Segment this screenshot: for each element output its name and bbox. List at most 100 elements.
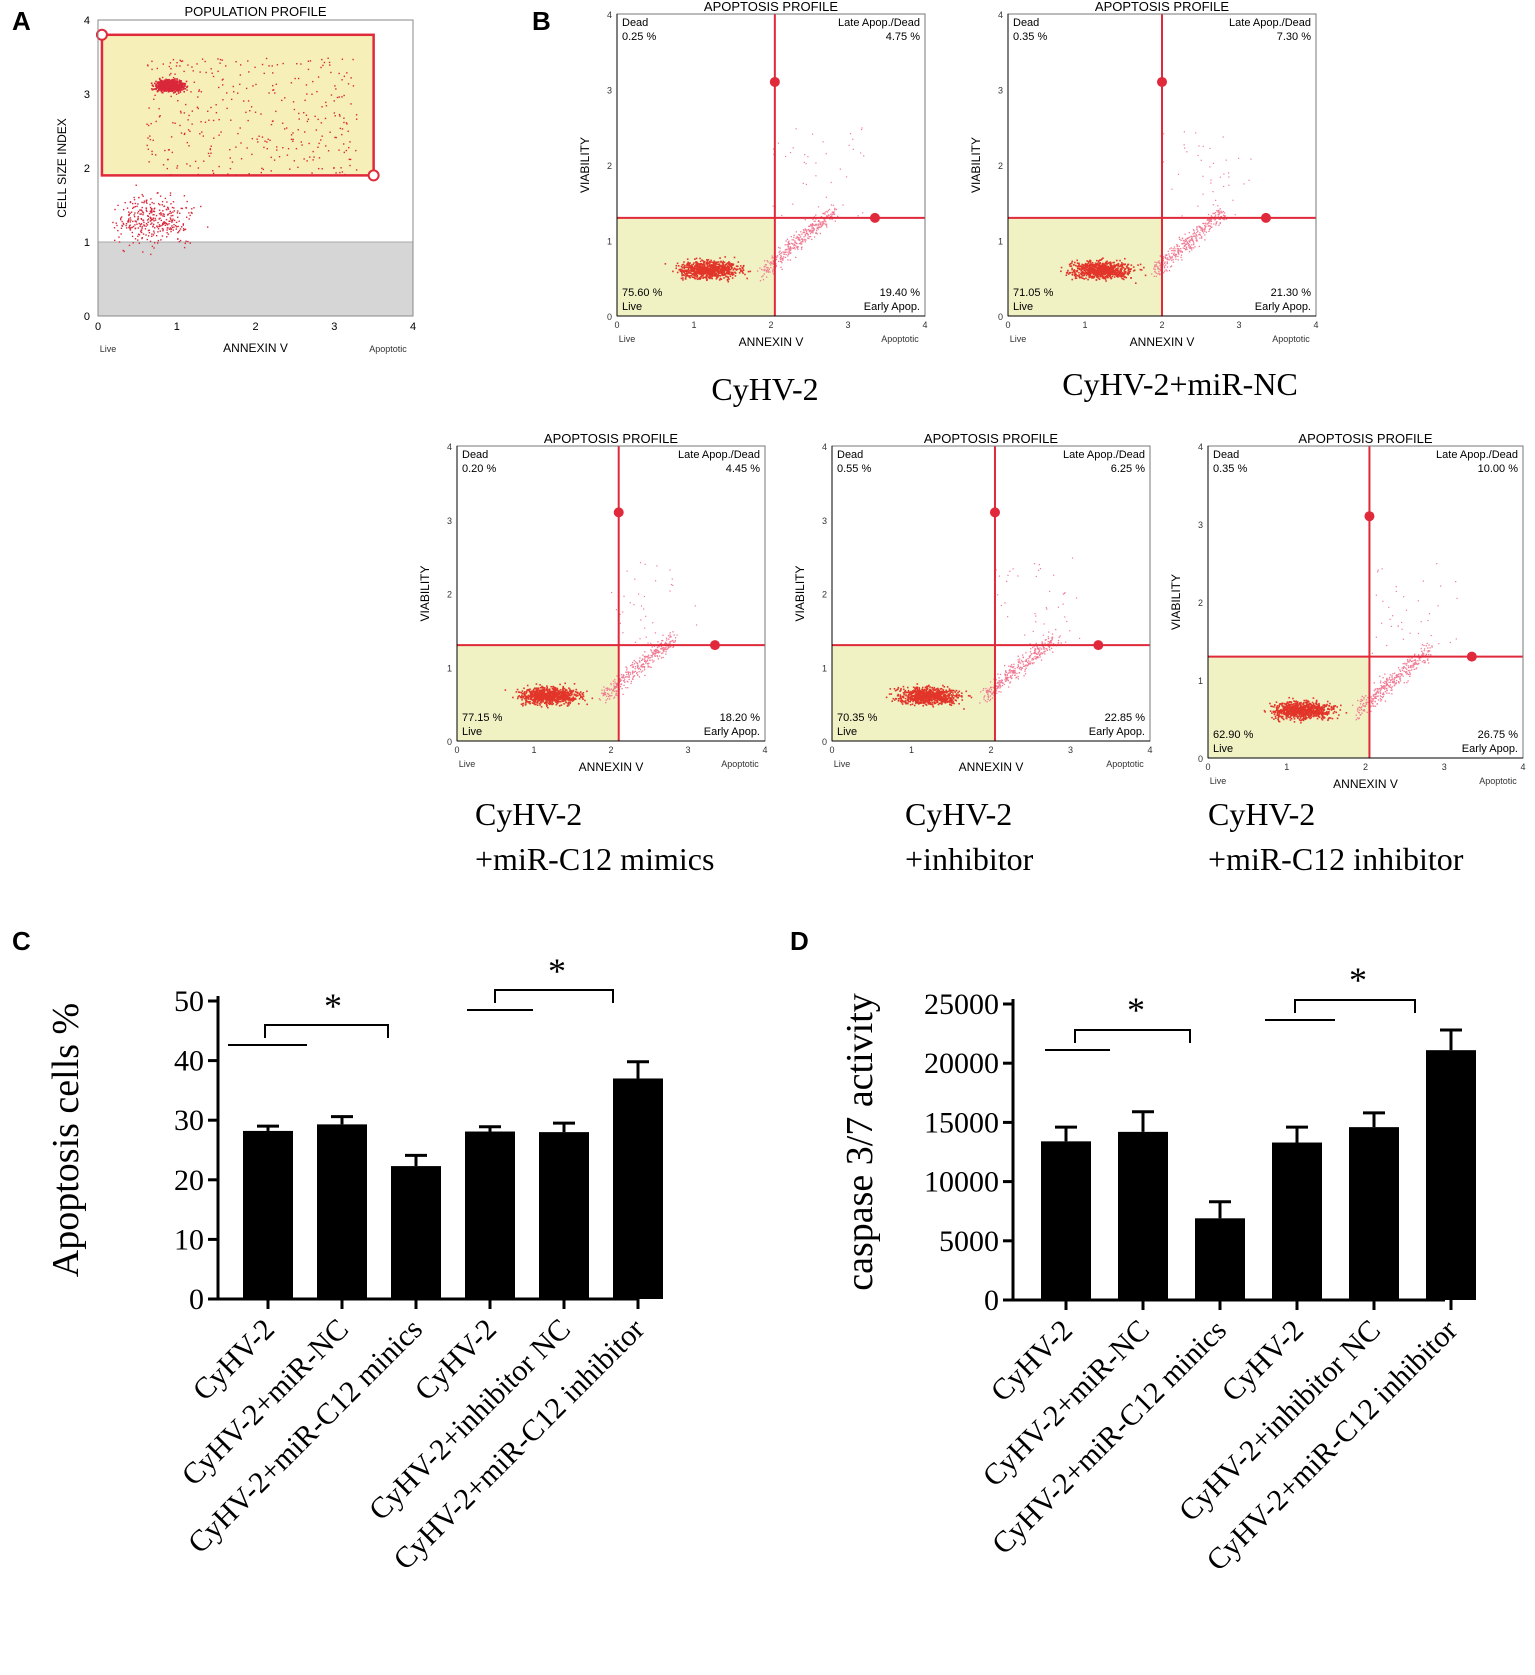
live-dot [529, 688, 531, 691]
apoptotic-dot [1213, 223, 1215, 225]
apoptotic-dot [652, 651, 654, 653]
population-dot [211, 72, 213, 74]
population-dot [125, 222, 128, 225]
apoptotic-dot [1199, 226, 1202, 229]
apoptotic-dot [1192, 247, 1195, 249]
population-dot [148, 107, 150, 109]
live-dot [696, 272, 699, 275]
apoptotic-dot [772, 273, 775, 275]
population-dot [153, 98, 155, 101]
live-dot [1076, 262, 1079, 264]
apoptotic-dot [637, 666, 639, 668]
apoptotic-dot [821, 221, 823, 223]
population-dot [165, 85, 168, 88]
apoptotic-dot [1177, 251, 1179, 254]
population-dot [185, 207, 188, 209]
live-dot [526, 697, 528, 700]
apoptotic-dot [793, 245, 795, 247]
late-quadrant-label: Late Apop./Dead [1229, 17, 1311, 29]
apoptotic-dot [1159, 274, 1161, 276]
live-dot [693, 272, 695, 275]
live-dot [1120, 265, 1122, 268]
population-dot [156, 225, 158, 227]
debris-gate-region [97, 241, 414, 317]
population-dot [170, 84, 173, 87]
live-dot [556, 702, 558, 705]
live-dot [1107, 270, 1110, 273]
live-dot [695, 277, 697, 280]
apoptotic-dot [650, 649, 652, 651]
live-dot [735, 265, 738, 267]
live-dot [710, 274, 713, 277]
population-dot [137, 239, 139, 241]
live-dot [709, 272, 711, 274]
panel-letter-c: C [12, 926, 31, 956]
population-dot [208, 155, 211, 157]
live-dot [1114, 265, 1116, 268]
apoptotic-dot [811, 223, 814, 226]
apoptotic-dot [665, 650, 667, 653]
population-dot [348, 146, 350, 149]
live-dot [1084, 266, 1086, 269]
live-dot [694, 271, 696, 274]
live-dot [1082, 266, 1085, 269]
population-dot [147, 229, 150, 232]
population-dot [226, 92, 228, 94]
live-dot [717, 269, 719, 271]
live-dot [1095, 264, 1097, 267]
population-dot [297, 77, 300, 80]
live-dot [740, 269, 742, 271]
population-dot [183, 70, 185, 73]
apoptotic-dot [1178, 253, 1180, 255]
apoptotic-dot [1157, 273, 1159, 275]
apoptotic-dot [1204, 239, 1206, 241]
population-dot [163, 205, 165, 208]
population-dot [167, 149, 170, 151]
live-dot [705, 277, 708, 280]
live-dot [729, 275, 732, 278]
population-dot [179, 88, 181, 91]
apoptotic-dot [1196, 227, 1198, 229]
late-dot [857, 215, 859, 217]
population-dot [173, 86, 176, 89]
population-dot [152, 210, 155, 213]
live-dot [543, 692, 546, 695]
live-dot [1083, 278, 1085, 280]
apoptotic-dot [1180, 256, 1182, 259]
live-dot [1108, 274, 1111, 277]
population-dot [163, 83, 166, 86]
apoptotic-dot [811, 238, 813, 241]
apoptotic-dot [793, 236, 795, 239]
population-dot [333, 112, 336, 114]
live-dot [701, 259, 703, 261]
apoptotic-dot [653, 645, 656, 647]
population-dot [138, 222, 140, 225]
population-dot [164, 197, 167, 200]
population-dot [152, 217, 155, 219]
apoptotic-dot [826, 226, 828, 228]
live-dot [728, 271, 730, 273]
live-dot [1126, 272, 1129, 275]
apoptotic-dot [660, 657, 663, 659]
population-dot [177, 231, 180, 233]
live-dot [1098, 264, 1101, 266]
apoptotic-dot [619, 678, 621, 680]
flow-y-tick: 1 [607, 237, 612, 247]
population-dot [171, 86, 174, 88]
apoptotic-dot [800, 231, 802, 233]
apoptotic-dot [665, 642, 668, 645]
population-dot [218, 86, 220, 89]
apoptotic-dot [1207, 222, 1210, 224]
live-dot [700, 275, 703, 278]
apoptotic-dot [661, 652, 663, 655]
population-dot [161, 86, 164, 88]
population-dot [175, 221, 178, 224]
live-dot [714, 272, 716, 275]
apoptotic-dot [650, 650, 652, 652]
apoptotic-dot [1155, 264, 1157, 266]
live-dot [543, 693, 546, 696]
population-dot [268, 65, 270, 67]
live-dot [556, 687, 559, 690]
population-dot [170, 88, 172, 90]
